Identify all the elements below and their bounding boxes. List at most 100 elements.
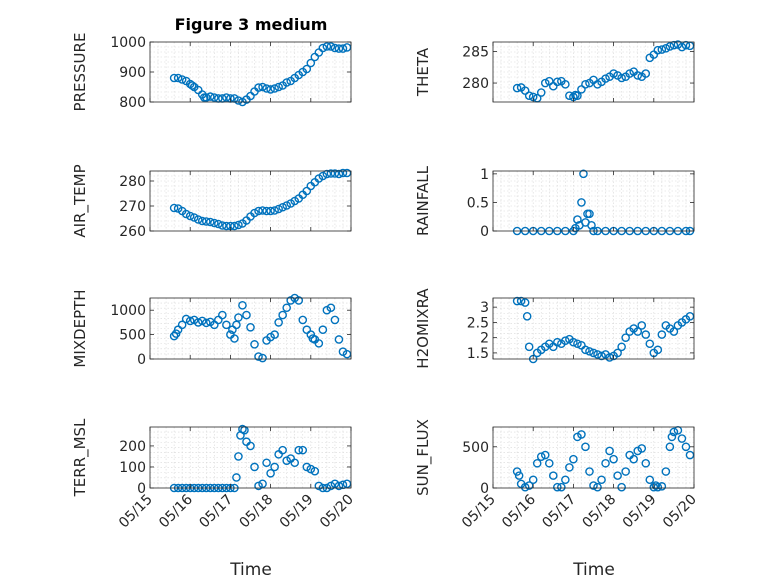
data-point: [258, 479, 267, 489]
y-axis-label: THETA: [414, 47, 432, 97]
data-point: [641, 330, 651, 339]
y-tick-label: 900: [119, 65, 146, 81]
subplot-air_temp: 260 270 280 AIR_TEMP: [71, 164, 352, 240]
data-point: [250, 340, 259, 349]
data-point: [665, 442, 675, 452]
y-tick-label: 1000: [110, 303, 146, 319]
y-tick-label: 280: [119, 174, 146, 190]
data-point: [585, 467, 594, 476]
data-point: [532, 458, 542, 468]
data-point: [597, 475, 606, 485]
data-point: [667, 432, 677, 442]
data-point: [274, 82, 283, 92]
y-tick-label: 2.5: [467, 315, 489, 331]
data-point: [185, 211, 195, 221]
data-point: [661, 44, 671, 53]
data-point: [205, 217, 215, 227]
data-point: [222, 221, 231, 231]
data-point: [589, 348, 598, 358]
y-axis-label: SUN_FLUX: [414, 419, 433, 496]
data-point: [266, 206, 275, 216]
data-point: [193, 215, 203, 224]
data-point: [573, 91, 582, 100]
y-axis-label: H2OMIXRA: [414, 288, 432, 369]
y-tick-label: 200: [119, 439, 146, 455]
data-point: [617, 482, 626, 492]
data-point: [298, 445, 308, 455]
data-point: [561, 336, 570, 346]
y-tick-label: 2: [480, 331, 489, 347]
data-point: [262, 206, 271, 216]
data-point: [677, 434, 687, 443]
data-point: [645, 339, 655, 349]
data-point: [201, 217, 211, 226]
y-tick-label: 500: [462, 440, 489, 456]
data-point: [665, 42, 675, 51]
data-point: [270, 206, 279, 215]
data-point: [270, 462, 279, 472]
data-point: [553, 77, 562, 87]
data-point: [585, 347, 594, 356]
data-point: [218, 221, 227, 230]
data-point: [573, 339, 582, 349]
data-point: [597, 351, 606, 361]
data-point: [262, 458, 271, 468]
data-point: [681, 40, 691, 50]
axes-frame: [492, 170, 695, 232]
data-point: [214, 219, 223, 229]
data-point: [193, 318, 203, 327]
data-point: [302, 64, 312, 74]
data-point: [677, 42, 687, 52]
y-tick-label: 0: [137, 481, 146, 497]
data-point: [274, 204, 283, 214]
data-point: [201, 318, 211, 328]
data-point: [232, 473, 241, 482]
data-point: [262, 84, 271, 93]
axes-frame: [149, 297, 352, 360]
data-point: [512, 296, 522, 306]
data-point: [205, 92, 215, 101]
data-point: [330, 169, 340, 178]
data-point: [334, 481, 344, 491]
data-point: [242, 310, 251, 320]
data-point: [524, 91, 534, 100]
y-axis-label: AIR_TEMP: [71, 164, 90, 237]
data-point: [234, 313, 243, 322]
data-point: [234, 96, 243, 105]
data-point: [581, 345, 590, 355]
data-point: [173, 73, 183, 83]
data-point: [318, 43, 328, 53]
data-point: [633, 327, 643, 336]
data-point: [516, 296, 526, 306]
data-point: [569, 454, 578, 464]
data-point: [653, 345, 663, 355]
data-point: [270, 330, 279, 339]
data-point: [181, 209, 191, 219]
data-point: [579, 169, 588, 179]
data-point: [210, 93, 219, 102]
data-point: [553, 482, 562, 492]
axes-frame: [492, 297, 695, 360]
data-point: [169, 203, 179, 213]
data-point: [649, 482, 659, 492]
data-point: [661, 467, 671, 476]
y-tick-label: 3: [480, 300, 489, 316]
data-point: [230, 221, 239, 231]
y-tick-label: 500: [119, 328, 146, 344]
data-point: [254, 83, 263, 92]
data-point: [585, 209, 594, 219]
data-point: [201, 93, 211, 102]
data-point: [605, 446, 614, 456]
data-point: [561, 475, 570, 485]
data-point: [617, 73, 626, 83]
data-point: [561, 80, 570, 89]
y-tick-label: 0: [137, 352, 146, 368]
data-point: [240, 425, 249, 435]
data-point: [169, 73, 179, 83]
axes-frame: [492, 426, 695, 489]
data-point: [512, 467, 522, 476]
data-point: [338, 480, 348, 490]
y-tick-label: 0.5: [467, 195, 489, 211]
